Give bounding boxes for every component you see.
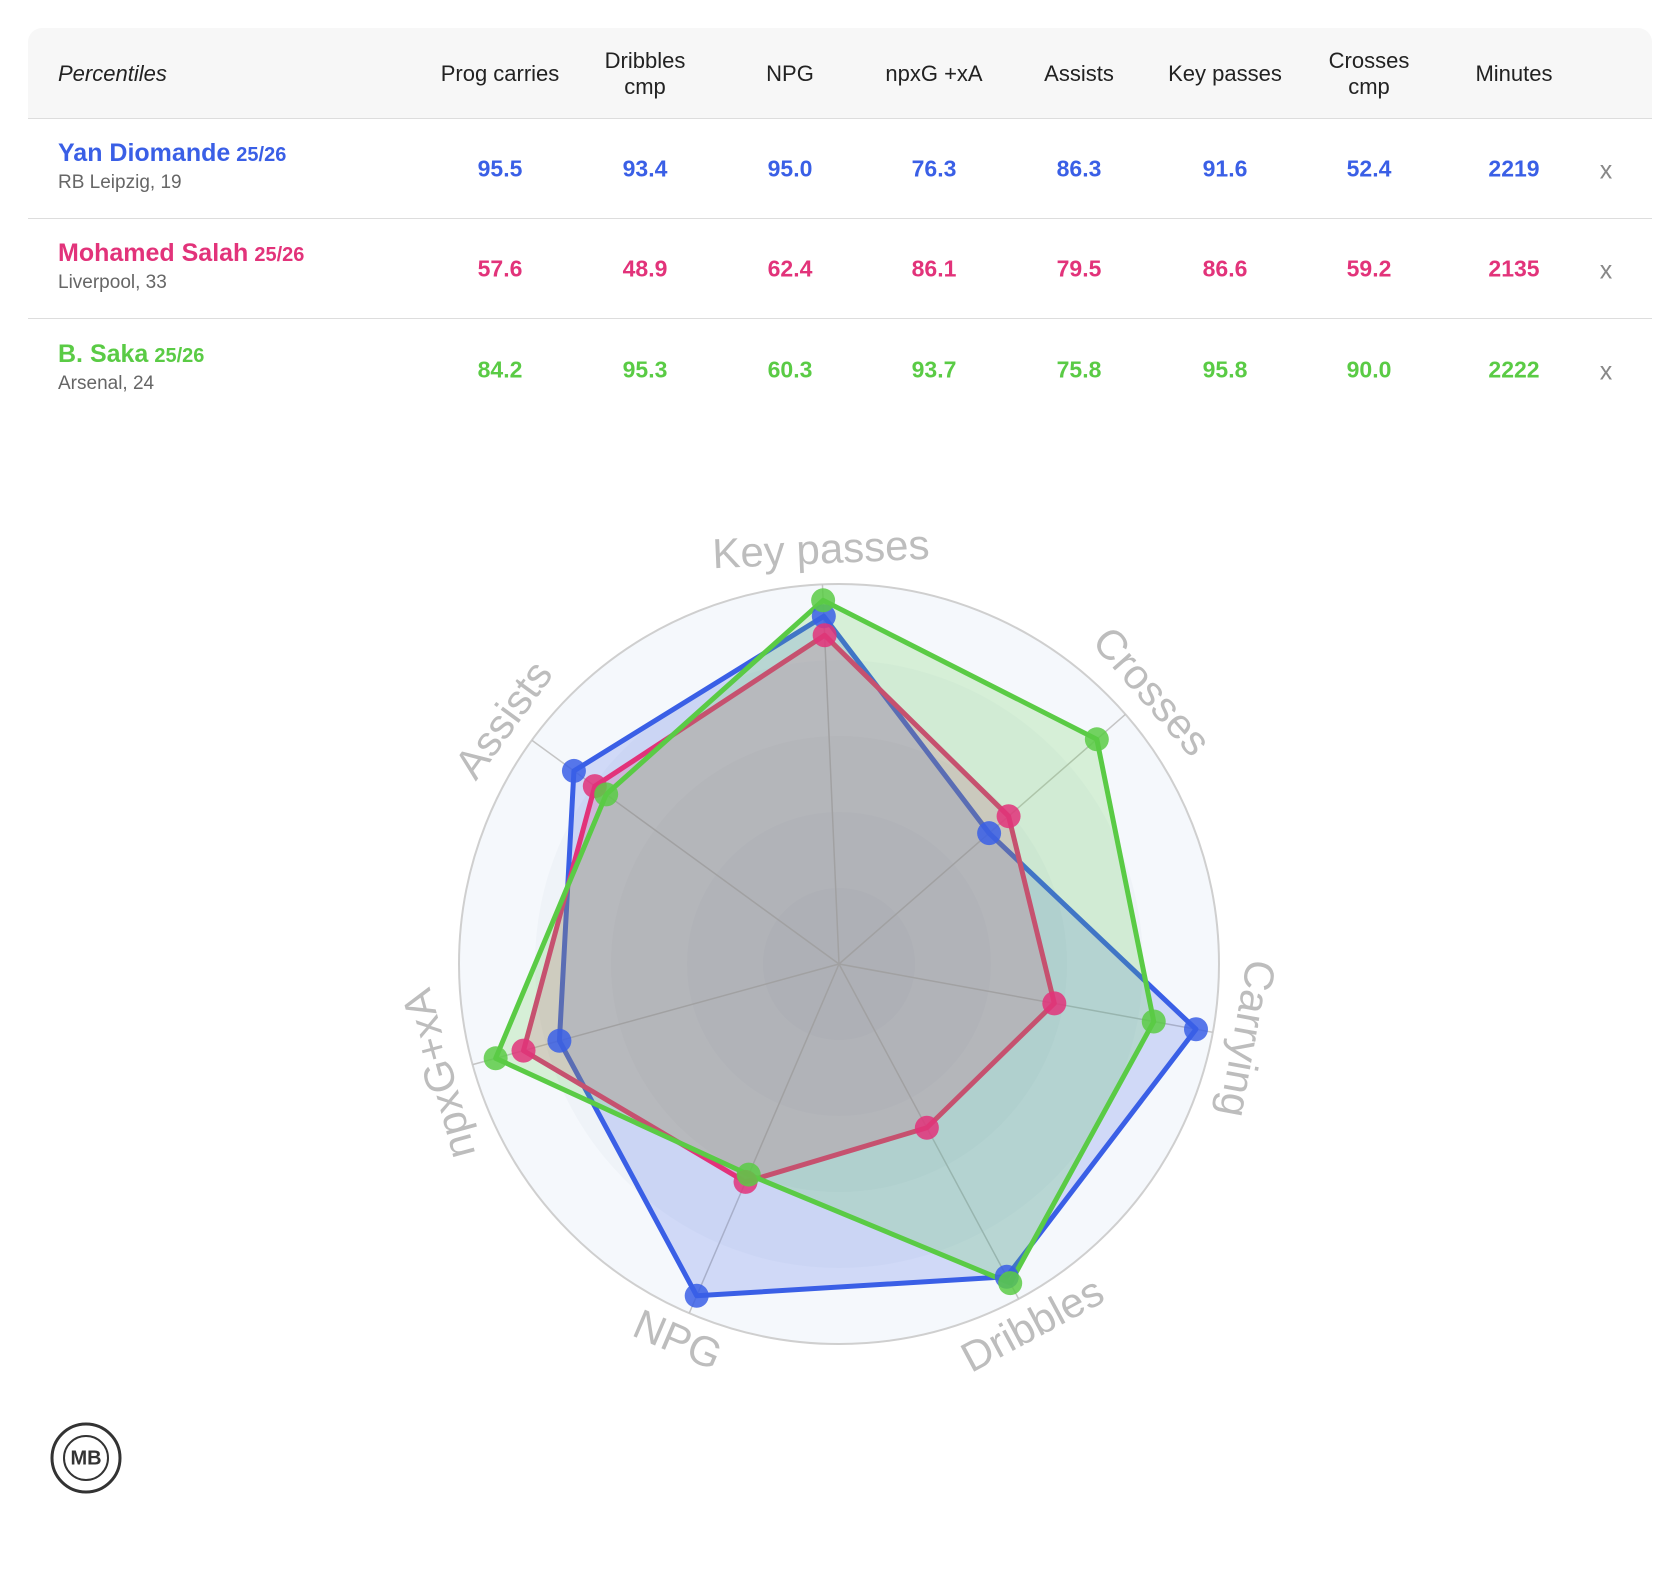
player-club: Liverpool, 33 bbox=[58, 272, 167, 293]
column-header: Minutes bbox=[1475, 61, 1553, 86]
row-separator bbox=[28, 218, 1652, 219]
percentile-value: 62.4 bbox=[767, 255, 813, 282]
percentile-value: 84.2 bbox=[477, 356, 523, 383]
percentile-value: 79.5 bbox=[1056, 255, 1102, 282]
player-club: RB Leipzig, 19 bbox=[58, 172, 182, 193]
percentile-value: 52.4 bbox=[1346, 155, 1392, 182]
remove-button[interactable]: x bbox=[1599, 357, 1613, 386]
radar-point bbox=[511, 1038, 536, 1063]
column-header: Assists bbox=[1044, 61, 1114, 86]
axis-label: Key passes bbox=[711, 521, 930, 577]
percentile-value: 60.3 bbox=[767, 356, 813, 383]
column-header: Dribbles cmp bbox=[604, 48, 686, 99]
radar-point bbox=[812, 623, 837, 648]
percentile-value: 76.3 bbox=[911, 155, 957, 182]
radar-point bbox=[1042, 991, 1067, 1016]
percentile-value: 59.2 bbox=[1346, 255, 1392, 282]
radar-area bbox=[493, 597, 1157, 1286]
percentile-value: 95.0 bbox=[767, 155, 813, 182]
percentile-value: 93.4 bbox=[622, 155, 668, 182]
percentile-value: 86.6 bbox=[1202, 255, 1248, 282]
logo-inner bbox=[63, 1435, 109, 1481]
spoke bbox=[821, 584, 840, 965]
percentile-value: 2135 bbox=[1488, 255, 1540, 282]
player-name: Yan Diomande 25/26 bbox=[58, 139, 287, 167]
table-title: Percentiles bbox=[58, 61, 167, 86]
percentile-value: 86.1 bbox=[911, 255, 957, 282]
column-header: npxG +xA bbox=[885, 61, 983, 86]
remove-button[interactable]: x bbox=[1599, 156, 1613, 185]
column-header: Prog carries bbox=[440, 61, 560, 86]
radar-point bbox=[736, 1162, 761, 1187]
radar-point bbox=[1183, 1017, 1208, 1042]
radar-area bbox=[556, 613, 1199, 1299]
radar-point bbox=[547, 1028, 572, 1053]
radar-point bbox=[1141, 1009, 1166, 1034]
radar-point bbox=[811, 588, 836, 613]
player-name: B. Saka 25/26 bbox=[58, 340, 205, 368]
radar-point bbox=[561, 758, 586, 783]
percentile-value: 2222 bbox=[1488, 356, 1540, 383]
percentile-value: 2219 bbox=[1488, 155, 1540, 182]
player-club: Arsenal, 24 bbox=[58, 373, 155, 394]
axis-label: Carrying bbox=[1210, 956, 1285, 1121]
column-header: Crosses cmp bbox=[1328, 48, 1410, 99]
table-header bbox=[28, 28, 1652, 119]
logo: MB bbox=[50, 1422, 122, 1494]
player-season: 25/26 bbox=[236, 144, 287, 166]
percentile-value: 86.3 bbox=[1056, 155, 1102, 182]
percentile-value: 57.6 bbox=[477, 255, 523, 282]
percentile-value: 95.5 bbox=[477, 155, 523, 182]
radar-point bbox=[594, 782, 619, 807]
column-header: NPG bbox=[766, 61, 814, 86]
radar-point bbox=[996, 804, 1021, 829]
percentile-value: 95.3 bbox=[622, 356, 668, 383]
percentile-value: 93.7 bbox=[911, 356, 957, 383]
player-season: 25/26 bbox=[254, 244, 305, 266]
spoke bbox=[688, 963, 840, 1314]
logo-text: MB bbox=[70, 1447, 101, 1469]
percentile-value: 95.8 bbox=[1202, 356, 1248, 383]
radar-area bbox=[521, 632, 1057, 1185]
remove-button[interactable]: x bbox=[1599, 256, 1613, 285]
percentile-value: 75.8 bbox=[1056, 356, 1102, 383]
radar-point bbox=[998, 1271, 1023, 1296]
percentile-value: 90.0 bbox=[1346, 356, 1392, 383]
radar-point bbox=[1084, 727, 1109, 752]
player-name: Mohamed Salah 25/26 bbox=[58, 239, 305, 267]
percentile-value: 48.9 bbox=[622, 255, 668, 282]
row-separator bbox=[28, 318, 1652, 319]
radar-point bbox=[914, 1115, 939, 1140]
column-header: Key passes bbox=[1168, 61, 1282, 86]
radar-point bbox=[977, 821, 1002, 846]
player-season: 25/26 bbox=[154, 345, 205, 367]
radar-point bbox=[684, 1283, 709, 1308]
percentile-value: 91.6 bbox=[1202, 155, 1248, 182]
radar-point bbox=[483, 1046, 508, 1071]
